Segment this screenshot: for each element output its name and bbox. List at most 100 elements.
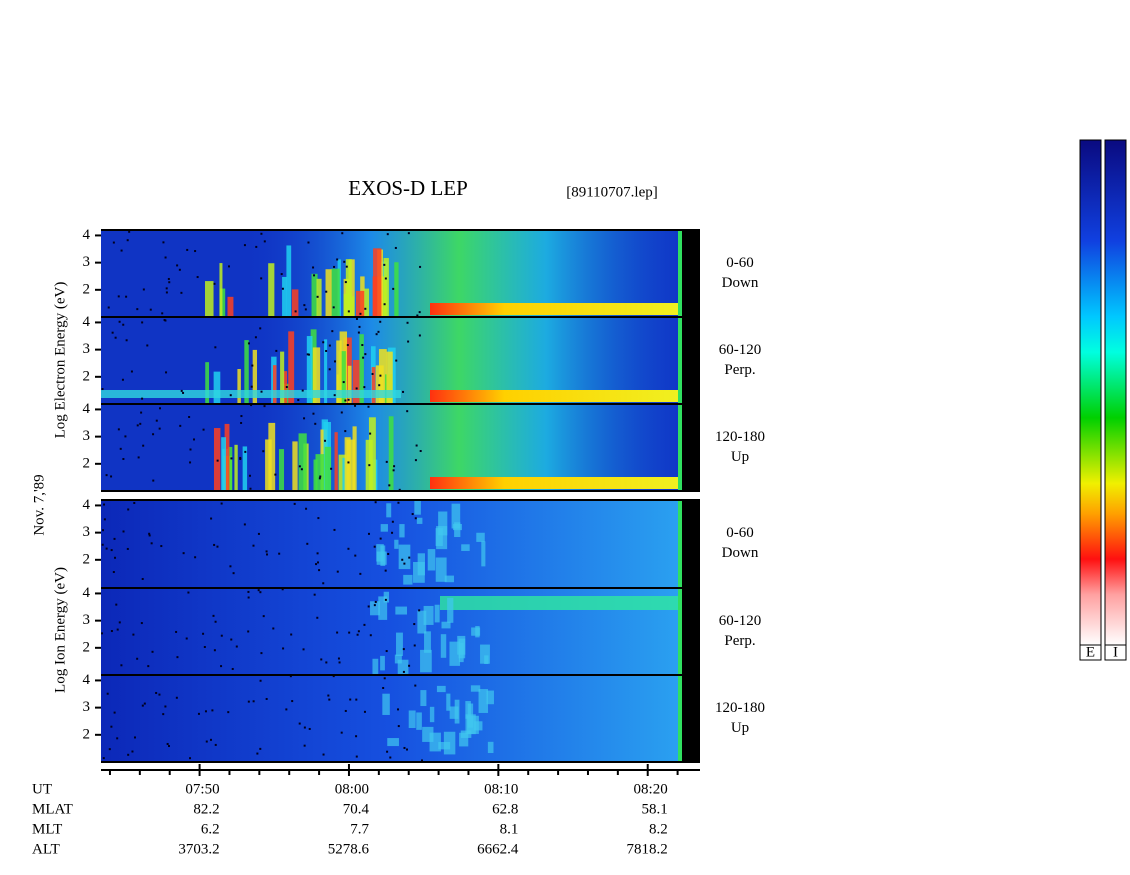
spectrogram-speckle	[374, 501, 377, 504]
spectrogram-speckle	[249, 487, 252, 490]
spectrogram-streak	[219, 263, 223, 317]
spectrogram-streak	[242, 446, 248, 491]
x-tick-label: 08:00	[335, 781, 369, 797]
spectrogram-speckle	[416, 314, 419, 317]
pitch-angle-label: 120-180	[715, 700, 765, 716]
spectrogram-speckle	[391, 531, 394, 534]
spectrogram-speckle	[142, 288, 145, 291]
spectrogram-speckle	[338, 661, 341, 664]
spectrogram-speckle	[210, 517, 213, 520]
spectrogram-streak	[237, 369, 241, 404]
spectrogram-speckle	[303, 304, 306, 307]
spectrogram-speckle	[340, 411, 343, 414]
spectrogram-patch	[470, 685, 481, 692]
spectrogram-speckle	[336, 570, 339, 573]
spectrogram-edge	[678, 404, 682, 491]
x-tick-label: 08:10	[484, 781, 518, 797]
spectrogram-patch	[399, 524, 405, 538]
spectrogram-speckle	[150, 542, 153, 545]
spectrogram-speckle	[388, 484, 391, 487]
spectrogram-speckle	[179, 424, 182, 427]
spectrogram-speckle	[229, 394, 232, 397]
pitch-angle-label: 120-180	[715, 429, 765, 445]
spectrogram-speckle	[180, 291, 183, 294]
spectrogram-speckle	[312, 266, 315, 269]
spectrogram-speckle	[397, 708, 400, 711]
spectrogram-speckle	[114, 336, 117, 339]
spectrogram-speckle	[216, 459, 219, 462]
spectrogram-patch	[481, 541, 486, 567]
spectrogram-speckle	[189, 757, 192, 760]
spectrogram-speckle	[117, 295, 120, 298]
spectrogram-speckle	[167, 745, 170, 748]
spectrogram-speckle	[303, 726, 306, 729]
spectrogram-speckle	[182, 391, 185, 394]
spectrogram-speckle	[285, 708, 288, 711]
spectrogram-speckle	[363, 623, 366, 626]
spectrogram-patch	[386, 503, 392, 518]
spectrogram-speckle	[116, 628, 119, 631]
spectrogram-patch	[474, 721, 483, 731]
spectrogram-speckle	[369, 634, 372, 637]
spectrogram-speckle	[120, 664, 123, 667]
spectrogram-edge	[678, 317, 682, 404]
spectrogram-speckle	[347, 461, 350, 464]
colorbar-label: I	[1113, 644, 1118, 660]
spectrogram-patch	[458, 642, 464, 663]
spectrogram-speckle	[110, 549, 113, 552]
spectrogram-speckle	[355, 387, 358, 390]
spectrogram-speckle	[340, 731, 343, 734]
spectrogram-streak	[227, 296, 234, 317]
spectrogram-speckle	[112, 571, 115, 574]
spectrogram-streak	[359, 334, 364, 404]
spectrogram-speckle	[152, 433, 155, 436]
spectrogram-speckle	[211, 709, 214, 712]
spectrogram-streak	[205, 362, 210, 404]
spectrogram-speckle	[119, 447, 122, 450]
spectrogram-speckle	[363, 386, 366, 389]
spectrogram-speckle	[354, 554, 357, 557]
ephemeris-value: 62.8	[492, 801, 518, 817]
spectrogram-streak	[394, 262, 399, 317]
ephemeris-value: 6.2	[201, 821, 220, 837]
spectrogram-speckle	[202, 428, 205, 431]
spectrogram-speckle	[341, 232, 344, 235]
spectrogram-speckle	[101, 529, 104, 532]
spectrogram-speckle	[419, 265, 422, 268]
spectrogram-streak	[331, 268, 340, 317]
spectrogram-patch	[394, 654, 402, 664]
spectrogram-speckle	[291, 700, 294, 703]
spectrogram-speckle	[389, 756, 392, 759]
spectrogram-speckle	[375, 333, 378, 336]
spectrogram-speckle	[260, 652, 263, 655]
y-tick-label: 2	[83, 639, 91, 655]
y-tick-label: 4	[83, 401, 91, 417]
spectrogram-patch	[438, 511, 448, 536]
spectrogram-patch	[449, 641, 461, 666]
spectrogram-speckle	[408, 556, 411, 559]
spectrogram-speckle	[344, 709, 347, 712]
spectrogram-speckle	[164, 256, 167, 259]
spectrogram-speckle	[231, 667, 234, 670]
spectrogram-patch	[378, 596, 388, 620]
spectrogram-patch	[460, 730, 472, 738]
spectrogram-speckle	[259, 679, 262, 682]
spectrogram-patch	[427, 549, 436, 571]
spectrogram-speckle	[143, 702, 146, 705]
spectrogram-patch	[395, 606, 408, 615]
direction-label: Up	[731, 449, 749, 465]
spectrogram-speckle	[141, 577, 144, 580]
spectrogram-patch	[380, 524, 388, 532]
spectrogram-speckle	[331, 330, 334, 333]
y-tick-label: 3	[83, 699, 91, 715]
spectrogram-streak	[373, 248, 382, 317]
spectrogram-speckle	[403, 746, 406, 749]
spectrogram-speckle	[313, 274, 316, 277]
spectrogram-streak	[292, 441, 298, 491]
spectrogram-patch	[436, 685, 446, 693]
spectrogram-streak	[336, 340, 342, 404]
spectrogram-streak	[334, 432, 338, 491]
spectrogram-speckle	[220, 502, 223, 505]
spectrogram-streak	[349, 296, 355, 317]
spectrogram-patch	[417, 553, 425, 576]
